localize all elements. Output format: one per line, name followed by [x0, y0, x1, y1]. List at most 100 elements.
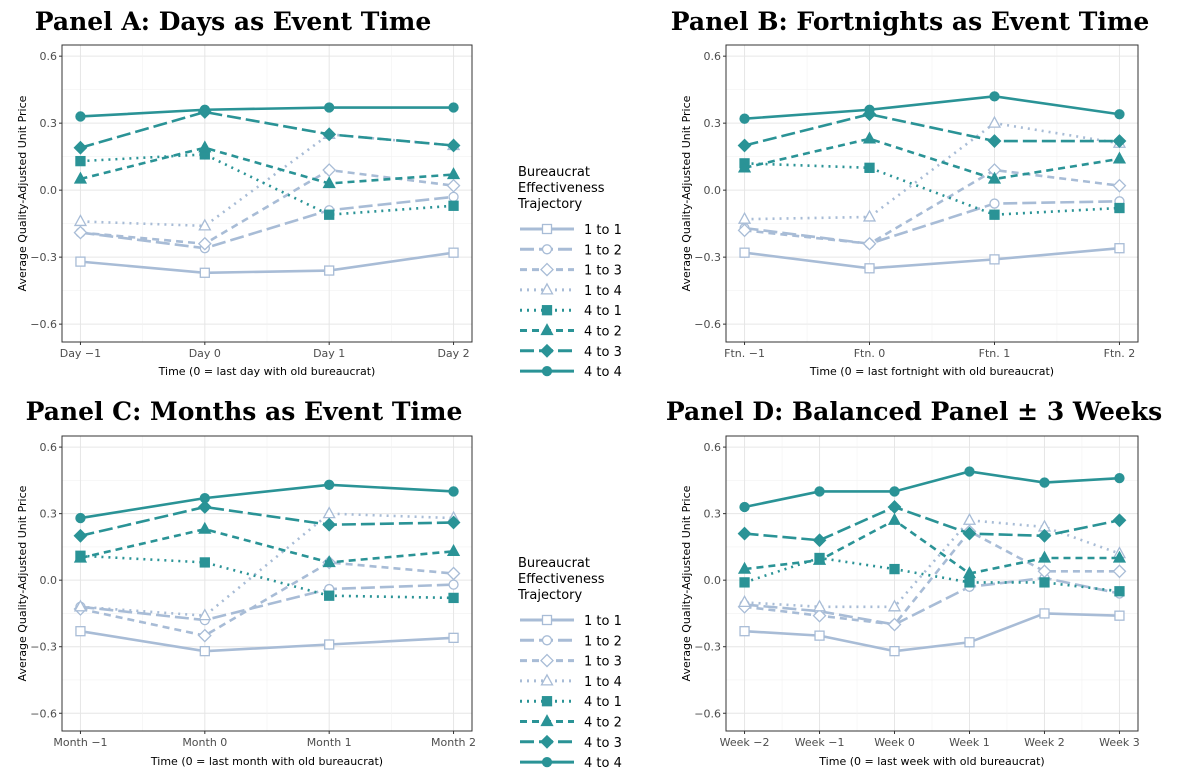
series-line [744, 612, 1120, 653]
x-tick-label: Week 1 [949, 736, 990, 749]
data-point [446, 138, 461, 153]
data-point [814, 486, 825, 497]
legend-label: 4 to 3 [584, 345, 622, 360]
series-line [744, 121, 1120, 221]
legend-label: 4 to 1 [584, 304, 622, 319]
data-point [199, 104, 210, 115]
series-4-to-4 [75, 479, 459, 524]
data-point [324, 639, 335, 650]
series-4-to-2 [737, 512, 1127, 579]
data-point [1114, 610, 1125, 621]
legend-label: 1 to 2 [584, 634, 622, 649]
x-tick-label: Month 1 [307, 736, 352, 749]
series-line [80, 146, 454, 185]
legend-key-marker [540, 653, 554, 668]
data-point [887, 500, 902, 514]
data-point [1039, 577, 1050, 588]
data-point [987, 115, 1002, 128]
series-1-to-4 [737, 512, 1127, 612]
data-point [987, 134, 1002, 148]
y-tick-label: −0.3 [694, 641, 721, 654]
series-line [744, 95, 1120, 120]
series-4-to-1 [75, 149, 459, 220]
data-point [198, 218, 212, 231]
legend-key-marker [540, 282, 554, 295]
y-tick-label: 0.0 [40, 184, 58, 197]
x-tick-label: Day 0 [189, 347, 221, 360]
data-point [1112, 513, 1127, 528]
data-point [73, 599, 88, 612]
data-point [864, 263, 875, 274]
data-point [812, 608, 827, 623]
x-tick-label: Week 3 [1099, 736, 1140, 749]
data-point [962, 512, 977, 525]
legend-key-marker [541, 635, 553, 646]
legend-label: 4 to 2 [584, 716, 622, 731]
data-point [812, 552, 827, 565]
data-point [448, 200, 459, 211]
series-1-to-1 [75, 626, 459, 657]
series-1-to-1 [739, 608, 1125, 657]
series-line [80, 583, 454, 622]
x-tick-label: Ftn. 2 [1104, 347, 1136, 360]
x-axis-label: Time (0 = last week with old bureaucrat) [818, 755, 1044, 768]
y-tick-label: 0.6 [40, 50, 58, 63]
x-axis-label: Time (0 = last day with old bureaucrat) [158, 365, 376, 378]
x-tick-label: Week −1 [795, 736, 845, 749]
data-point [197, 236, 212, 251]
plot-frame [61, 435, 473, 732]
legend-label: 4 to 2 [584, 325, 622, 340]
data-point [446, 543, 461, 556]
y-tick-label: 0.3 [704, 508, 722, 521]
data-point [73, 528, 88, 543]
x-tick-label: Week 0 [874, 736, 915, 749]
data-point [862, 131, 877, 144]
data-point [322, 555, 336, 568]
grid [62, 45, 472, 342]
plot-frame [61, 44, 473, 343]
data-point [73, 214, 88, 227]
data-point [324, 102, 335, 113]
y-tick-label: −0.6 [694, 707, 721, 720]
legend-key-marker [540, 262, 554, 277]
legend-label: 1 to 1 [584, 223, 622, 238]
data-point [739, 577, 750, 588]
series-line [744, 505, 1120, 542]
y-tick-label: −0.6 [694, 318, 721, 331]
data-point [75, 155, 86, 167]
legend-key-marker [540, 734, 554, 749]
legend-label: 1 to 4 [584, 284, 622, 299]
x-tick-label: Week −2 [720, 736, 770, 749]
data-point [737, 561, 752, 574]
x-tick-label: Week 2 [1024, 736, 1065, 749]
panel-b: Panel B: Fortnights as Event Time −0.6 −0.… [671, 7, 1149, 378]
x-axis-label: Time (0 = last fortnight with old bureau… [809, 365, 1054, 378]
series-line [744, 518, 1120, 575]
data-point [889, 486, 900, 497]
series-line [744, 576, 1120, 626]
legend-key-marker [541, 696, 553, 707]
data-point [887, 617, 902, 632]
data-point [1114, 202, 1125, 214]
data-point [73, 550, 88, 563]
data-point [964, 637, 975, 648]
data-point [887, 599, 902, 612]
y-tick-label: 0.3 [704, 117, 722, 130]
legend-label: 4 to 1 [584, 695, 622, 710]
x-tick-label: Month 2 [431, 736, 476, 749]
data-point [322, 163, 337, 177]
legend-key-marker [541, 365, 553, 377]
panel-title: Panel B: Fortnights as Event Time [671, 7, 1149, 36]
data-point [324, 590, 335, 601]
y-axis-label: Average Quality-Adjusted Unit Price [16, 95, 29, 291]
series-line [80, 629, 454, 653]
series-line [744, 529, 1120, 626]
series-line [744, 470, 1120, 509]
y-axis-label: Average Quality-Adjusted Unit Price [680, 485, 693, 681]
legend-title: Bureaucrat [518, 165, 590, 180]
legend-title: Bureaucrat [518, 556, 590, 571]
series-4-to-3 [737, 107, 1127, 153]
data-point [812, 599, 827, 612]
data-point [448, 579, 459, 590]
